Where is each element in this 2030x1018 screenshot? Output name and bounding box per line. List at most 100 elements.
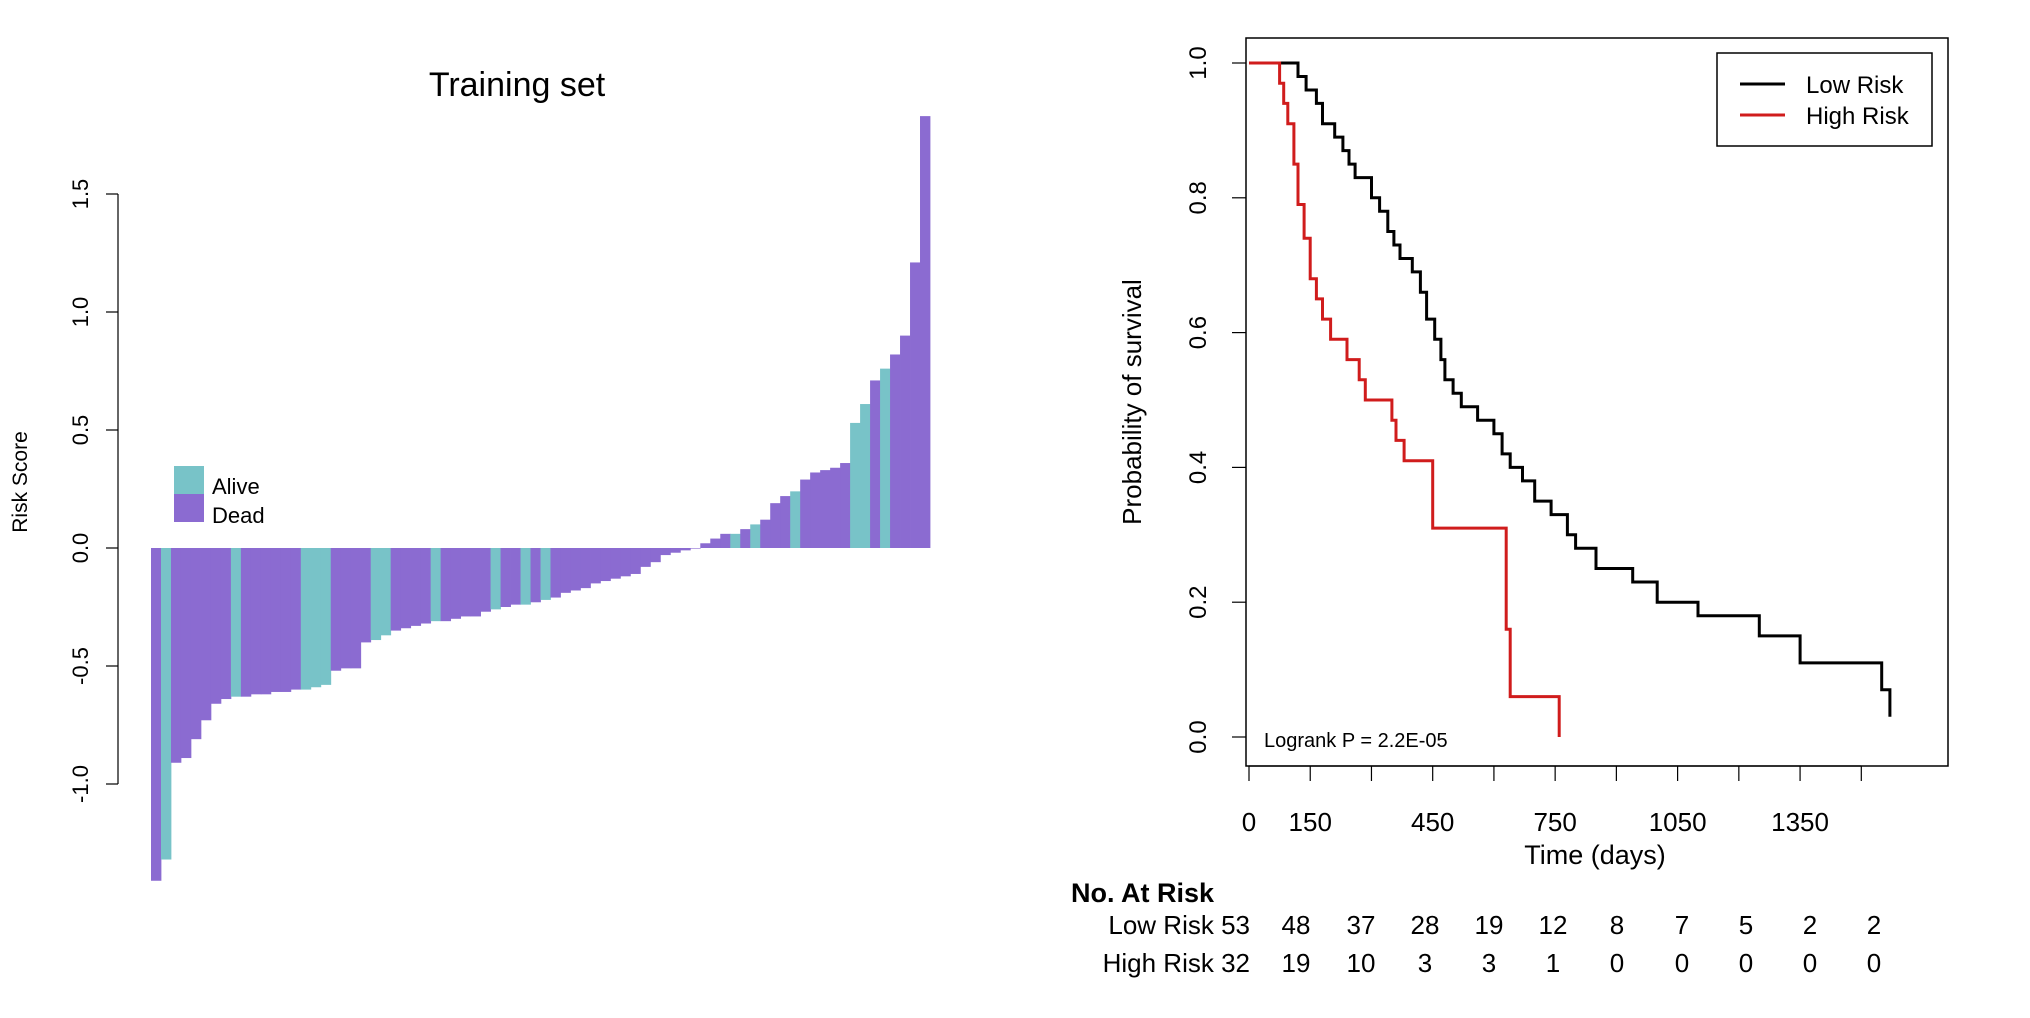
km-x-tick-label: 150 [1289,807,1332,837]
bar-alive [300,548,312,690]
bar-dead [200,548,212,721]
km-y-label: Probability of survival [1117,279,1147,525]
logrank-annotation: Logrank P = 2.2E-05 [1264,730,1448,752]
bar-dead [400,548,412,629]
bar-dead [580,548,591,589]
km-y-tick-label: 1.0 [1185,46,1212,79]
bar-dead [190,548,202,740]
at-risk-cell: 12 [1539,910,1568,940]
km-curve-low-risk [1249,61,1892,717]
at-risk-cell: 8 [1610,910,1624,940]
bar-alive [540,548,551,600]
at-risk-cell: 0 [1675,948,1689,978]
bar-dead [710,538,721,548]
at-risk-cell: 0 [1739,948,1753,978]
legend-label-dead: Dead [212,503,265,528]
bar-dead [830,467,841,548]
risk-y-tick-label: 0.5 [68,415,93,446]
bar-alive [790,491,801,548]
at-risk-cell: 3 [1482,948,1496,978]
km-y-tick-label: 0.6 [1185,316,1212,349]
bar-dead [840,463,851,548]
bar-dead [410,548,422,626]
bar-dead [610,548,621,579]
bar-alive [370,548,382,641]
bar-dead [530,548,541,603]
bar-dead [480,548,491,612]
risk-score-chart: Training set -1.0 -0.5 0.0 0.5 1.0 1.5 Risk S… [9,66,931,881]
bar-dead [151,548,162,881]
at-risk-row-label-high: High Risk 32 [1103,948,1250,978]
bar-dead [280,548,292,692]
bar-dead [680,548,691,551]
km-chart: 0.0 0.2 0.4 0.6 0.8 1.0 0 150 450 750 1050 1350 Pr… [1117,37,1949,870]
risk-y-axis: -1.0 -0.5 0.0 0.5 1.0 1.5 [68,179,119,803]
bar-dead [460,548,471,617]
bar-dead [770,503,781,548]
bar-dead [640,548,651,567]
bar-dead [450,548,462,619]
risk-y-tick-label: -0.5 [68,647,93,685]
km-curves [1249,61,1892,737]
km-y-tick-label: 0.4 [1185,451,1212,484]
risk-y-tick-label: 1.0 [68,297,93,328]
bar-dead [700,543,711,548]
bar-dead [470,548,481,617]
at-risk-cell: 0 [1610,948,1624,978]
km-y-axis: 0.0 0.2 0.4 0.6 0.8 1.0 [1185,46,1246,754]
bar-dead [180,548,192,759]
km-plot-frame [1245,37,1949,767]
bar-dead [740,529,751,548]
km-x-tick-label: 1350 [1771,807,1829,837]
km-y-tick-label: 0.8 [1185,181,1212,214]
bar-dead [340,548,352,669]
bar-dead [630,548,641,574]
km-legend-box [1716,52,1933,147]
km-x-tick-label: 0 [1242,807,1256,837]
bar-dead [570,548,581,591]
bar-alive [230,548,242,697]
bar-dead [220,548,232,700]
at-risk-cell: 28 [1411,910,1440,940]
at-risk-cells: 48 37 28 19 12 8 7 5 2 219 10 3 3 1 0 0 0 0 0 [1282,910,1882,978]
bar-alive [160,548,172,860]
bar-dead [420,548,432,624]
at-risk-cell: 48 [1282,910,1311,940]
risk-y-tick-label: 0.0 [68,533,93,564]
bar-dead [650,548,661,563]
bar-dead [440,548,452,622]
km-legend: Low Risk High Risk [1716,52,1933,147]
bar-dead [250,548,262,695]
bar-alive [490,548,501,610]
km-x-axis: 0 150 450 750 1050 1350 [1242,765,1862,837]
km-x-tick-label: 450 [1411,807,1454,837]
bar-dead [290,548,302,690]
bar-alive [730,533,741,548]
at-risk-cell: 7 [1675,910,1689,940]
bar-dead [820,470,831,548]
bar-dead [210,548,222,704]
bar-dead [780,496,791,548]
at-risk-cell: 19 [1475,910,1504,940]
bar-dead [510,548,521,605]
bar-alive [880,368,891,548]
bar-dead [590,548,601,584]
risk-chart-title: Training set [429,66,606,104]
legend-swatch-dead [174,494,204,522]
bar-dead [330,548,342,671]
bar-dead [910,262,921,548]
bar-dead [270,548,282,692]
at-risk-cell: 1 [1546,948,1560,978]
bar-dead [800,479,811,548]
bar-alive [310,548,322,688]
km-x-label: Time (days) [1524,840,1666,870]
legend-label-alive: Alive [212,474,260,499]
at-risk-cell: 37 [1347,910,1376,940]
bar-dead [560,548,571,593]
km-y-tick-label: 0.2 [1185,586,1212,619]
at-risk-cell: 5 [1739,910,1753,940]
bar-alive [850,422,861,548]
km-x-tick-label: 1050 [1649,807,1707,837]
at-risk-cell: 0 [1867,948,1881,978]
